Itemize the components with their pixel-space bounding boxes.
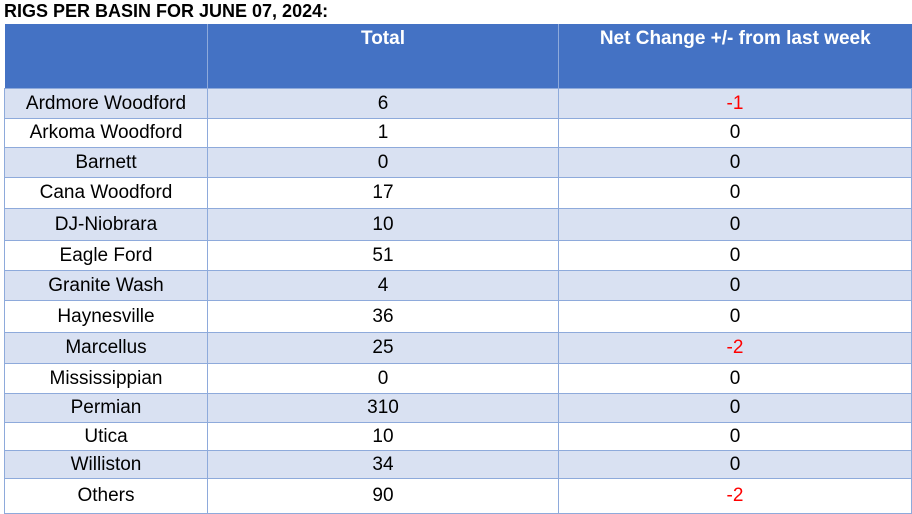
total-cell: 10 <box>207 208 559 241</box>
table-row: Utica 10 0 <box>4 422 912 451</box>
net-change-cell: 0 <box>558 270 912 301</box>
basin-cell: Utica <box>4 422 208 451</box>
table-row: Mississippian 0 0 <box>4 363 912 394</box>
total-cell: 36 <box>207 300 559 333</box>
table-row: Haynesville 36 0 <box>4 300 912 333</box>
table-title: RIGS PER BASIN FOR JUNE 07, 2024: <box>4 1 329 21</box>
basin-cell: Cana Woodford <box>4 177 208 209</box>
total-cell: 51 <box>207 240 559 271</box>
table-row: Barnett 0 0 <box>4 147 912 178</box>
total-cell: 17 <box>207 177 559 209</box>
total-cell: 6 <box>207 88 559 119</box>
basin-cell: Mississippian <box>4 363 208 394</box>
net-change-cell: 0 <box>558 240 912 271</box>
basin-cell: Arkoma Woodford <box>4 118 208 148</box>
table-row: Permian 310 0 <box>4 393 912 423</box>
basin-cell: Granite Wash <box>4 270 208 301</box>
rigs-table: Total Net Change +/- from last week Ardm… <box>4 24 912 514</box>
table-row: Granite Wash 4 0 <box>4 270 912 301</box>
basin-cell: Others <box>4 478 208 514</box>
total-cell: 1 <box>207 118 559 148</box>
total-cell: 25 <box>207 332 559 364</box>
basin-cell: Haynesville <box>4 300 208 333</box>
header-basin <box>4 24 208 89</box>
table-row: DJ-Niobrara 10 0 <box>4 208 912 241</box>
net-change-cell: -1 <box>558 88 912 119</box>
header-row: Total Net Change +/- from last week <box>4 24 912 89</box>
basin-cell: Ardmore Woodford <box>4 88 208 119</box>
basin-cell: Williston <box>4 450 208 479</box>
net-change-cell: 0 <box>558 363 912 394</box>
net-change-cell: -2 <box>558 332 912 364</box>
net-change-cell: 0 <box>558 422 912 451</box>
header-total: Total <box>207 24 559 89</box>
net-change-cell: 0 <box>558 300 912 333</box>
net-change-cell: 0 <box>558 118 912 148</box>
basin-cell: Barnett <box>4 147 208 178</box>
table-row: Ardmore Woodford 6 -1 <box>4 88 912 119</box>
total-cell: 34 <box>207 450 559 479</box>
total-cell: 0 <box>207 147 559 178</box>
basin-cell: DJ-Niobrara <box>4 208 208 241</box>
table-row: Others 90 -2 <box>4 478 912 514</box>
basin-cell: Eagle Ford <box>4 240 208 271</box>
net-change-cell: -2 <box>558 478 912 514</box>
net-change-cell: 0 <box>558 147 912 178</box>
total-cell: 90 <box>207 478 559 514</box>
net-change-cell: 0 <box>558 177 912 209</box>
total-cell: 4 <box>207 270 559 301</box>
table-row: Cana Woodford 17 0 <box>4 177 912 209</box>
net-change-cell: 0 <box>558 208 912 241</box>
net-change-cell: 0 <box>558 450 912 479</box>
table-body: Ardmore Woodford 6 -1 Arkoma Woodford 1 0 Barn… <box>4 88 912 514</box>
net-change-cell: 0 <box>558 393 912 423</box>
table-row: Arkoma Woodford 1 0 <box>4 118 912 148</box>
basin-cell: Permian <box>4 393 208 423</box>
total-cell: 310 <box>207 393 559 423</box>
basin-cell: Marcellus <box>4 332 208 364</box>
total-cell: 10 <box>207 422 559 451</box>
table-row: Williston 34 0 <box>4 450 912 479</box>
total-cell: 0 <box>207 363 559 394</box>
table-row: Marcellus 25 -2 <box>4 332 912 364</box>
table-row: Eagle Ford 51 0 <box>4 240 912 271</box>
header-net-change: Net Change +/- from last week <box>558 24 912 89</box>
